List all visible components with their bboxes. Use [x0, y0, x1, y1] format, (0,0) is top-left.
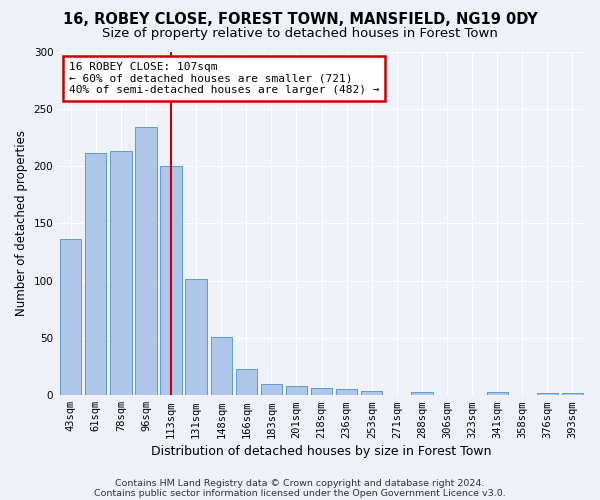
Text: 16 ROBEY CLOSE: 107sqm
← 60% of detached houses are smaller (721)
40% of semi-de: 16 ROBEY CLOSE: 107sqm ← 60% of detached… — [69, 62, 379, 95]
Bar — [160, 166, 182, 395]
Bar — [211, 337, 232, 395]
Text: Size of property relative to detached houses in Forest Town: Size of property relative to detached ho… — [102, 28, 498, 40]
Bar — [336, 390, 358, 395]
Y-axis label: Number of detached properties: Number of detached properties — [15, 130, 28, 316]
Bar — [85, 154, 106, 395]
Bar — [537, 393, 558, 395]
Bar — [286, 386, 307, 395]
Text: Contains public sector information licensed under the Open Government Licence v3: Contains public sector information licen… — [94, 488, 506, 498]
Bar — [361, 390, 382, 395]
Text: 16, ROBEY CLOSE, FOREST TOWN, MANSFIELD, NG19 0DY: 16, ROBEY CLOSE, FOREST TOWN, MANSFIELD,… — [62, 12, 538, 28]
Bar — [562, 393, 583, 395]
Text: Contains HM Land Registry data © Crown copyright and database right 2024.: Contains HM Land Registry data © Crown c… — [115, 478, 485, 488]
Bar — [261, 384, 282, 395]
Bar — [411, 392, 433, 395]
X-axis label: Distribution of detached houses by size in Forest Town: Distribution of detached houses by size … — [151, 444, 492, 458]
Bar — [110, 151, 131, 395]
Bar — [311, 388, 332, 395]
Bar — [236, 369, 257, 395]
Bar — [60, 240, 82, 395]
Bar — [136, 127, 157, 395]
Bar — [487, 392, 508, 395]
Bar — [185, 280, 207, 395]
